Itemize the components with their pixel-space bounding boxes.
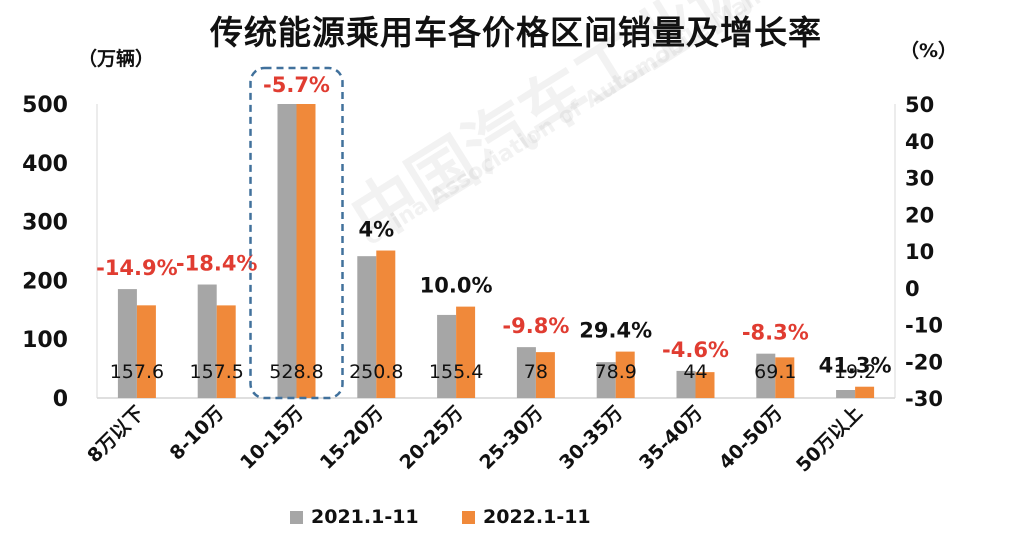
left-tick-label: 200 [22,269,68,294]
category-label: 20-25万 [396,402,468,474]
bar-2022 [216,305,236,398]
value-label: 528.8 [269,361,323,383]
left-tick-label: 300 [22,211,68,236]
bar-2021 [756,353,776,398]
value-label: 44 [683,361,707,383]
value-label: 157.5 [189,361,243,383]
category-label: 35-40万 [635,402,707,474]
value-label: 250.8 [349,361,403,383]
value-label: 69.1 [754,361,796,383]
value-label: 155.4 [429,361,483,383]
value-label: 19.2 [834,361,876,383]
bar-2021 [676,370,696,398]
legend-label-2022: 2022.1-11 [483,506,591,528]
growth-label: -8.3% [742,321,809,345]
bar-2022 [535,352,555,398]
bar-2022 [775,357,795,398]
growth-label: -4.6% [662,338,729,362]
bar-2021 [117,289,137,398]
bar-2021 [836,390,856,398]
bar-2022 [615,351,635,398]
value-label: 78.9 [595,361,637,383]
bar-2021 [277,104,297,398]
left-tick-label: 500 [22,93,68,118]
left-axis-unit: （万辆） [78,48,155,70]
category-label: 8-10万 [166,402,229,465]
right-tick-label: 40 [905,130,934,154]
value-label: 157.6 [110,361,164,383]
bar-2022 [456,306,476,398]
growth-label: -14.9% [96,256,178,280]
bar-2021 [357,256,377,398]
category-label: 15-20万 [316,402,388,474]
bar-2021 [596,362,616,398]
category-label: 50万以上 [792,402,867,477]
right-tick-label: 30 [905,167,934,191]
left-tick-label: 100 [22,328,68,353]
legend-2021: 2021.1-11 [290,506,419,528]
growth-label: -5.7% [263,73,330,97]
left-tick-label: 400 [22,152,68,177]
value-label: 78 [524,361,548,383]
legend-2022: 2022.1-11 [462,506,591,528]
right-axis-unit: （%） [900,40,958,62]
category-label: 8万以下 [83,402,148,467]
right-tick-label: -30 [905,387,943,411]
bar-2021 [516,347,536,398]
right-tick-label: -10 [905,314,943,338]
right-tick-label: 50 [905,93,934,117]
chart-title: 传统能源乘用车各价格区间销量及增长率 [210,13,822,52]
category-label: 40-50万 [715,402,787,474]
growth-label: 29.4% [579,319,652,343]
bar-2021 [197,284,217,398]
legend-label-2021: 2021.1-11 [311,506,419,528]
bar-2022 [296,104,316,398]
right-tick-label: -20 [905,350,943,374]
right-tick-label: 0 [905,277,920,301]
category-label: 25-30万 [475,402,547,474]
bar-2022 [376,250,396,398]
right-tick-label: 20 [905,203,934,227]
legend-swatch-2021 [290,511,303,524]
left-tick-label: 0 [53,387,68,412]
growth-label: 10.0% [420,274,493,298]
growth-label: 4% [358,218,394,242]
bar-2022 [136,305,156,398]
category-label: 10-15万 [236,402,308,474]
category-label: 30-35万 [555,402,627,474]
bar-2022 [855,386,875,398]
right-tick-label: 10 [905,240,934,264]
growth-label: -18.4% [176,252,258,276]
growth-label: 41.3% [819,354,892,378]
growth-label: -9.8% [502,314,569,338]
bar-2022 [695,372,715,398]
bar-2021 [437,314,457,398]
legend-swatch-2022 [462,511,475,524]
